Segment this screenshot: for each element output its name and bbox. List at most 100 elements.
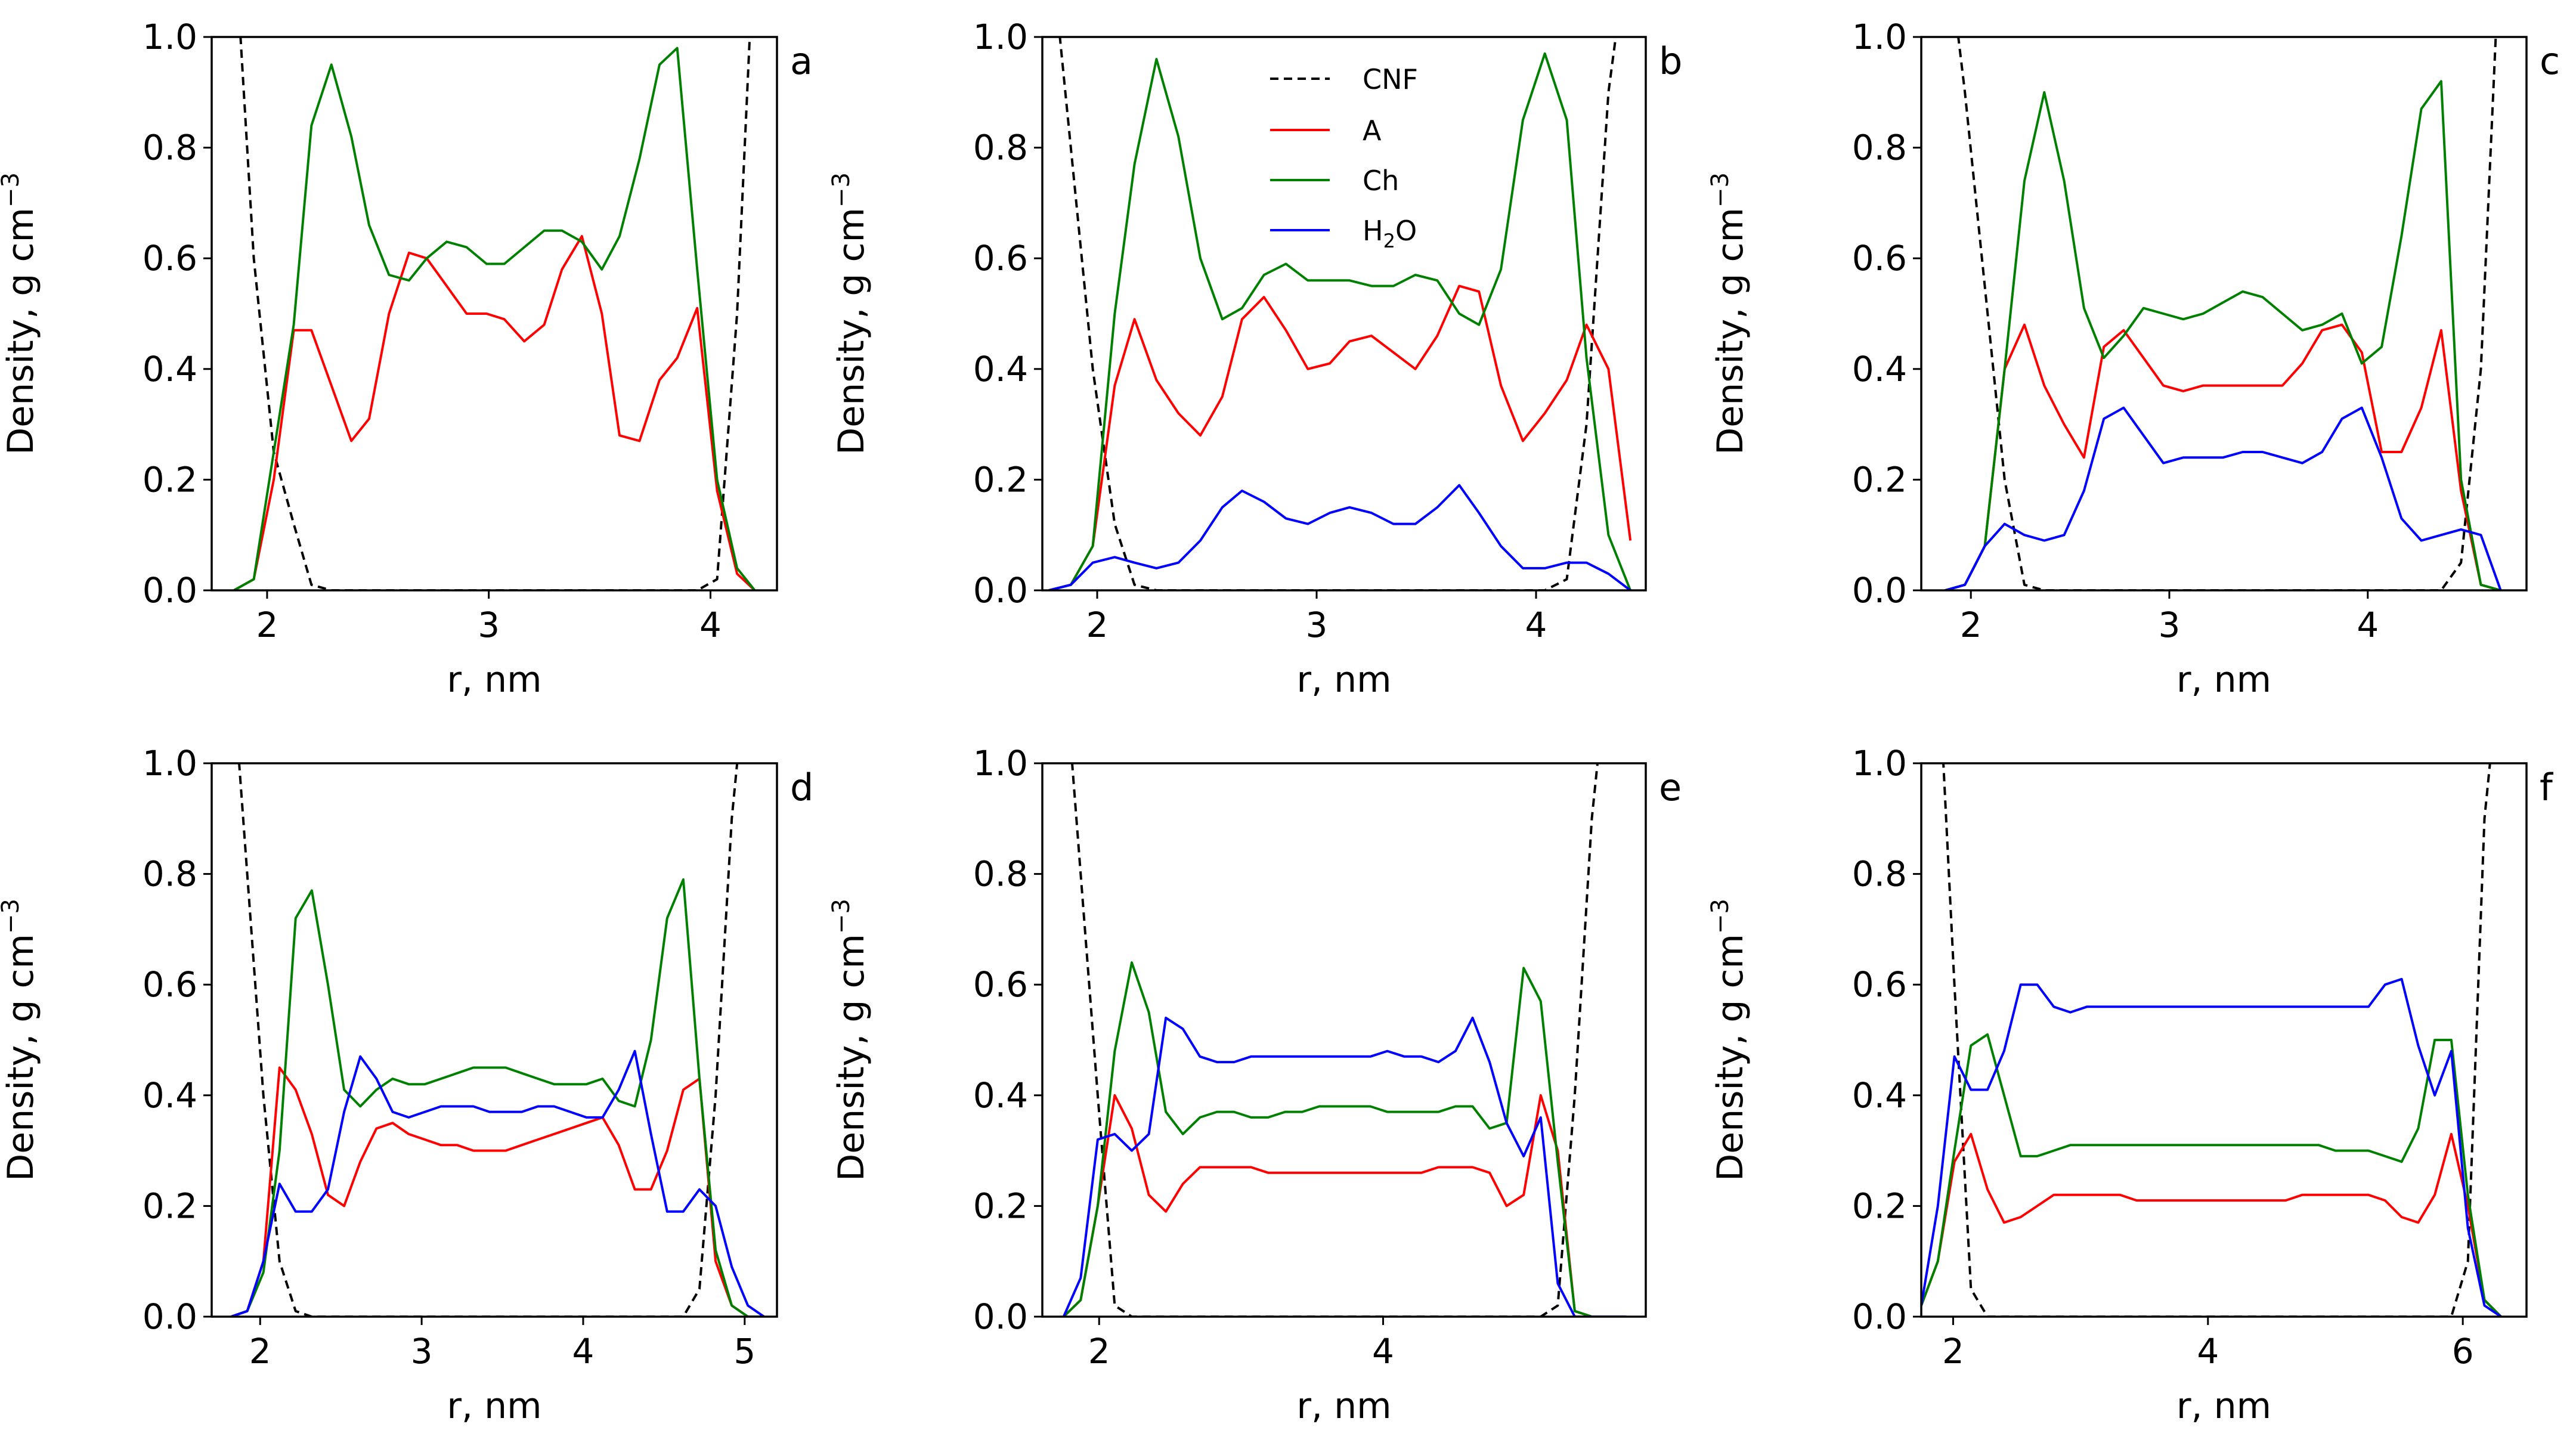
series-group-b bbox=[1048, 37, 1632, 590]
legend: CNF A Ch H2O bbox=[1270, 63, 1418, 252]
x-axis-label: r, nm bbox=[2176, 659, 2271, 701]
x-axis-label: r, nm bbox=[1296, 659, 1391, 701]
y-tick-label: 0.2 bbox=[973, 459, 1028, 500]
y-tick-label: 0.4 bbox=[973, 349, 1028, 389]
series-group-d bbox=[230, 763, 765, 1317]
series-line-cnf bbox=[238, 763, 739, 1317]
y-axis-label-text: Density, g cm bbox=[831, 208, 872, 455]
y-tick-label: 0.6 bbox=[973, 964, 1028, 1005]
y-tick-label: 0.0 bbox=[973, 1296, 1028, 1337]
x-tick-label: 3 bbox=[411, 1331, 433, 1372]
y-tick-label: 0.8 bbox=[143, 128, 197, 168]
panel-label: e bbox=[1659, 766, 1682, 809]
x-tick-label: 2 bbox=[1960, 605, 1982, 645]
y-axis-label-text: Density, g cm bbox=[0, 934, 42, 1181]
series-line-h2o bbox=[1945, 406, 2502, 590]
y-tick-label: 0.2 bbox=[143, 1185, 197, 1226]
x-tick-label: 4 bbox=[2357, 605, 2379, 645]
x-tick-label: 2 bbox=[249, 1331, 271, 1372]
plot-frame bbox=[210, 36, 778, 592]
series-line-ch bbox=[1945, 80, 2501, 590]
y-tick-label: 1.0 bbox=[143, 743, 197, 784]
panel-label: f bbox=[2540, 766, 2554, 809]
y-tick-label: 1.0 bbox=[973, 17, 1028, 57]
y-tick-label: 0.8 bbox=[973, 128, 1028, 168]
x-tick-label: 5 bbox=[733, 1331, 756, 1372]
y-axis-label-text: Density, g cm bbox=[1710, 208, 1751, 455]
legend-label: CNF bbox=[1363, 63, 1418, 95]
y-tick-label: 1.0 bbox=[1852, 743, 1907, 784]
y-tick-label: 0.0 bbox=[973, 570, 1028, 611]
series-group-f bbox=[1921, 763, 2502, 1317]
y-tick-label: 0.2 bbox=[1852, 459, 1907, 500]
panel-b: 0.0 0.2 0.4 0.6 0.8 1.0 2 3 4 r, nm Density, g cm−… bbox=[828, 17, 1682, 701]
series-line-cnf bbox=[1058, 37, 1617, 590]
y-axis-label-superscript: −3 bbox=[828, 899, 855, 934]
plot-frame bbox=[1041, 36, 1647, 592]
series-line-cnf bbox=[1942, 763, 2491, 1317]
y-tick-label: 0.8 bbox=[973, 854, 1028, 894]
series-line-cnf bbox=[1070, 763, 1599, 1317]
series-line-h2o bbox=[230, 1050, 765, 1317]
series-line-a bbox=[230, 1066, 764, 1317]
x-tick-label: 2 bbox=[1086, 605, 1109, 645]
x-tick-label: 4 bbox=[1372, 1331, 1394, 1372]
panel-d: 0.0 0.2 0.4 0.6 0.8 1.0 2 3 4 5 r, nm Density, g cm… bbox=[0, 743, 813, 1427]
series-group-c bbox=[1945, 37, 2502, 590]
x-tick-label: 2 bbox=[1088, 1331, 1110, 1372]
legend-label-text: CNF bbox=[1363, 63, 1418, 95]
panel-c: 0.0 0.2 0.4 0.6 0.8 1.0 2 3 4 r, nm Density, g cm−… bbox=[1707, 17, 2560, 701]
y-tick-label: 0.4 bbox=[143, 349, 197, 389]
panel-label: d bbox=[790, 766, 813, 809]
x-tick-label: 4 bbox=[2197, 1331, 2219, 1372]
series-line-cnf bbox=[1957, 37, 2497, 590]
legend-label: A bbox=[1363, 114, 1382, 147]
panel-label: a bbox=[790, 39, 813, 83]
series-line-ch bbox=[1048, 52, 1632, 590]
plot-frame bbox=[210, 762, 778, 1318]
x-tick-label: 6 bbox=[2452, 1331, 2474, 1372]
legend-label: Ch bbox=[1363, 165, 1399, 197]
panel-e: 0.0 0.2 0.4 0.6 0.8 1.0 2 4 r, nm Density, g cm−3… bbox=[828, 743, 1682, 1427]
x-tick-label: 3 bbox=[478, 605, 500, 645]
x-tick-label: 2 bbox=[256, 605, 278, 645]
y-axis-label-text: Density, g cm bbox=[0, 208, 42, 455]
plot-frame bbox=[1920, 36, 2528, 592]
y-axis-label-superscript: −3 bbox=[0, 172, 24, 208]
series-line-a bbox=[233, 235, 756, 590]
y-axis-label-superscript: −3 bbox=[828, 172, 855, 208]
y-tick-label: 0.0 bbox=[143, 570, 197, 611]
y-axis-label-superscript: −3 bbox=[1707, 899, 1734, 934]
y-tick-label: 0.2 bbox=[143, 459, 197, 500]
y-tick-label: 0.0 bbox=[1852, 570, 1907, 611]
panel-a: 0.0 0.2 0.4 0.6 0.8 1.0 2 3 4 r, nm Density, g cm−… bbox=[0, 17, 813, 701]
series-line-a bbox=[1048, 284, 1632, 590]
y-axis-label-text: Density, g cm bbox=[1710, 934, 1751, 1181]
y-tick-label: 0.4 bbox=[973, 1075, 1028, 1116]
y-axis-label: Density, g cm−3 bbox=[828, 899, 872, 1181]
x-tick-label: 3 bbox=[1306, 605, 1328, 645]
plot-frame bbox=[1041, 762, 1647, 1318]
series-group-e bbox=[1062, 763, 1626, 1317]
series-line-a bbox=[1921, 1132, 2502, 1317]
legend-label-text: O bbox=[1395, 215, 1417, 247]
y-tick-label: 1.0 bbox=[1852, 17, 1907, 57]
y-axis-label: Density, g cm−3 bbox=[1707, 172, 1751, 455]
series-line-a bbox=[1063, 1094, 1626, 1317]
y-tick-label: 0.6 bbox=[143, 964, 197, 1005]
panel-label: b bbox=[1659, 39, 1682, 83]
y-tick-label: 0.6 bbox=[1852, 238, 1907, 278]
series-line-h2o bbox=[1062, 1016, 1626, 1317]
series-line-a bbox=[1945, 323, 2501, 590]
panel-f: 0.0 0.2 0.4 0.6 0.8 1.0 2 4 6 r, nm Density, g cm−… bbox=[1707, 743, 2554, 1427]
y-tick-label: 0.8 bbox=[1852, 128, 1907, 168]
x-axis-label: r, nm bbox=[1296, 1385, 1391, 1427]
y-axis-label-superscript: −3 bbox=[1707, 172, 1734, 208]
series-line-ch bbox=[230, 878, 764, 1317]
y-tick-label: 0.4 bbox=[1852, 1075, 1907, 1116]
legend-label-text: A bbox=[1363, 114, 1382, 147]
y-tick-label: 0.2 bbox=[1852, 1185, 1907, 1226]
x-tick-label: 2 bbox=[1942, 1331, 1964, 1372]
y-tick-label: 1.0 bbox=[973, 743, 1028, 784]
